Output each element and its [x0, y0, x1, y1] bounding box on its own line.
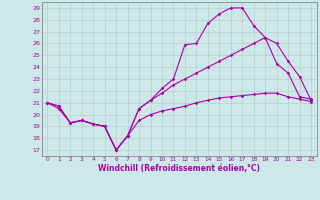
X-axis label: Windchill (Refroidissement éolien,°C): Windchill (Refroidissement éolien,°C) [98, 164, 260, 173]
